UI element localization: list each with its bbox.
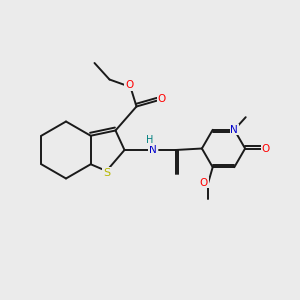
Text: N: N: [230, 125, 238, 135]
Text: O: O: [262, 143, 270, 154]
Text: S: S: [103, 167, 110, 178]
Text: H: H: [146, 135, 153, 146]
Text: O: O: [157, 94, 166, 104]
Text: O: O: [200, 178, 208, 188]
Text: N: N: [148, 145, 156, 155]
Text: O: O: [125, 80, 133, 90]
